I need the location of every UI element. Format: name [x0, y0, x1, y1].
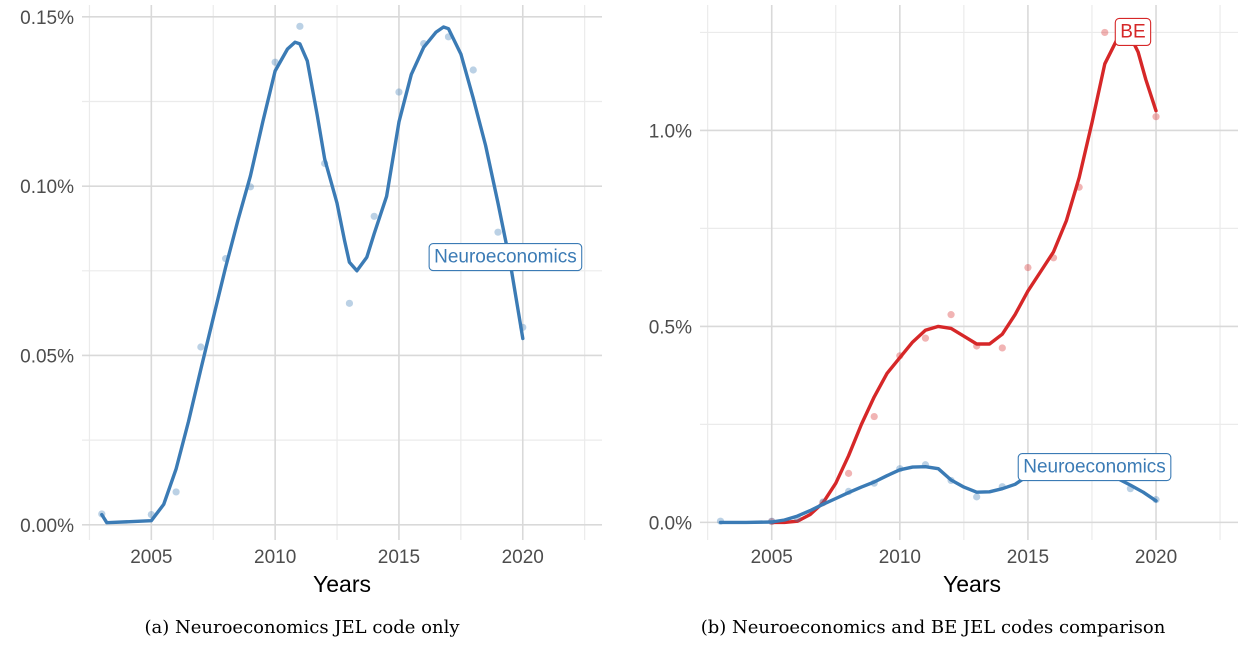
data-point	[1152, 113, 1160, 121]
y-tick-label: 0.05%	[20, 346, 74, 367]
x-tick-label: 2020	[502, 547, 544, 568]
series-label-be: BE	[1114, 17, 1152, 47]
data-point	[1101, 28, 1109, 37]
series-label-text: Neuroeconomics	[434, 247, 577, 268]
y-tick-label: 0.0%	[649, 513, 692, 534]
y-tick-label: 1.0%	[649, 121, 692, 142]
data-point	[973, 493, 981, 501]
data-point	[947, 311, 955, 319]
series-label-neuroeconomics: Neuroeconomics	[1017, 452, 1172, 482]
panel-b-x-axis-label: Years	[943, 571, 1001, 597]
series-label-text: BE	[1120, 21, 1145, 42]
series-line	[770, 32, 1158, 525]
panel-a-marks: Neuroeconomics	[98, 22, 583, 525]
data-point	[469, 66, 477, 74]
chart-panel-b: 0.0% 0.5% 1.0% 2005 2010 2015 2020 BE Neuroeco…	[649, 5, 1238, 638]
panel-a-gridlines	[82, 5, 602, 540]
data-point	[1024, 264, 1032, 272]
series-label-text: Neuroeconomics	[1023, 457, 1166, 478]
data-point	[271, 58, 279, 66]
series-label-box	[1017, 452, 1172, 482]
x-tick-label: 2010	[879, 547, 921, 568]
x-tick-label: 2010	[254, 547, 296, 568]
series-neuroeconomics	[98, 22, 527, 525]
data-point	[844, 469, 853, 477]
panel-b-marks: BE Neuroeconomics	[716, 17, 1172, 526]
panel-a-y-axis: 0.00% 0.05% 0.10% 0.15%	[20, 8, 74, 537]
panel-a-x-axis-label: Years	[313, 571, 371, 597]
series-label-neuroeconomics: Neuroeconomics	[428, 243, 583, 272]
series-line	[100, 25, 525, 525]
x-tick-label: 2015	[378, 547, 420, 568]
panel-b-caption: (b) Neuroeconomics and BE JEL codes comp…	[701, 617, 1166, 638]
x-tick-label: 2005	[130, 547, 172, 568]
data-point	[494, 228, 502, 236]
data-point	[998, 344, 1006, 352]
data-point	[921, 334, 930, 342]
x-tick-label: 2015	[1007, 547, 1049, 568]
data-point	[870, 412, 878, 421]
data-point	[197, 343, 205, 351]
x-tick-label: 2020	[1135, 547, 1177, 568]
panel-b-y-axis: 0.0% 0.5% 1.0%	[649, 121, 692, 534]
y-tick-label: 0.15%	[20, 8, 74, 29]
data-point	[296, 22, 304, 30]
data-point	[370, 212, 378, 220]
panel-b-gridlines	[700, 5, 1238, 540]
data-point	[172, 488, 180, 496]
chart-panel-a: 0.00% 0.05% 0.10% 0.15% 2005 2010 2015 2020 Ne…	[20, 5, 602, 638]
data-point	[395, 88, 403, 96]
data-point	[345, 299, 354, 307]
y-tick-label: 0.00%	[20, 516, 74, 537]
panel-b-x-axis: 2005 2010 2015 2020	[751, 547, 1178, 568]
series-label-box	[428, 243, 583, 272]
y-tick-label: 0.5%	[649, 317, 692, 338]
panel-a-x-axis: 2005 2010 2015 2020	[130, 547, 544, 568]
x-tick-label: 2005	[751, 547, 793, 568]
panel-a-caption: (a) Neuroeconomics JEL code only	[145, 617, 461, 638]
y-tick-label: 0.10%	[20, 177, 74, 198]
series-label-box	[1114, 17, 1152, 47]
